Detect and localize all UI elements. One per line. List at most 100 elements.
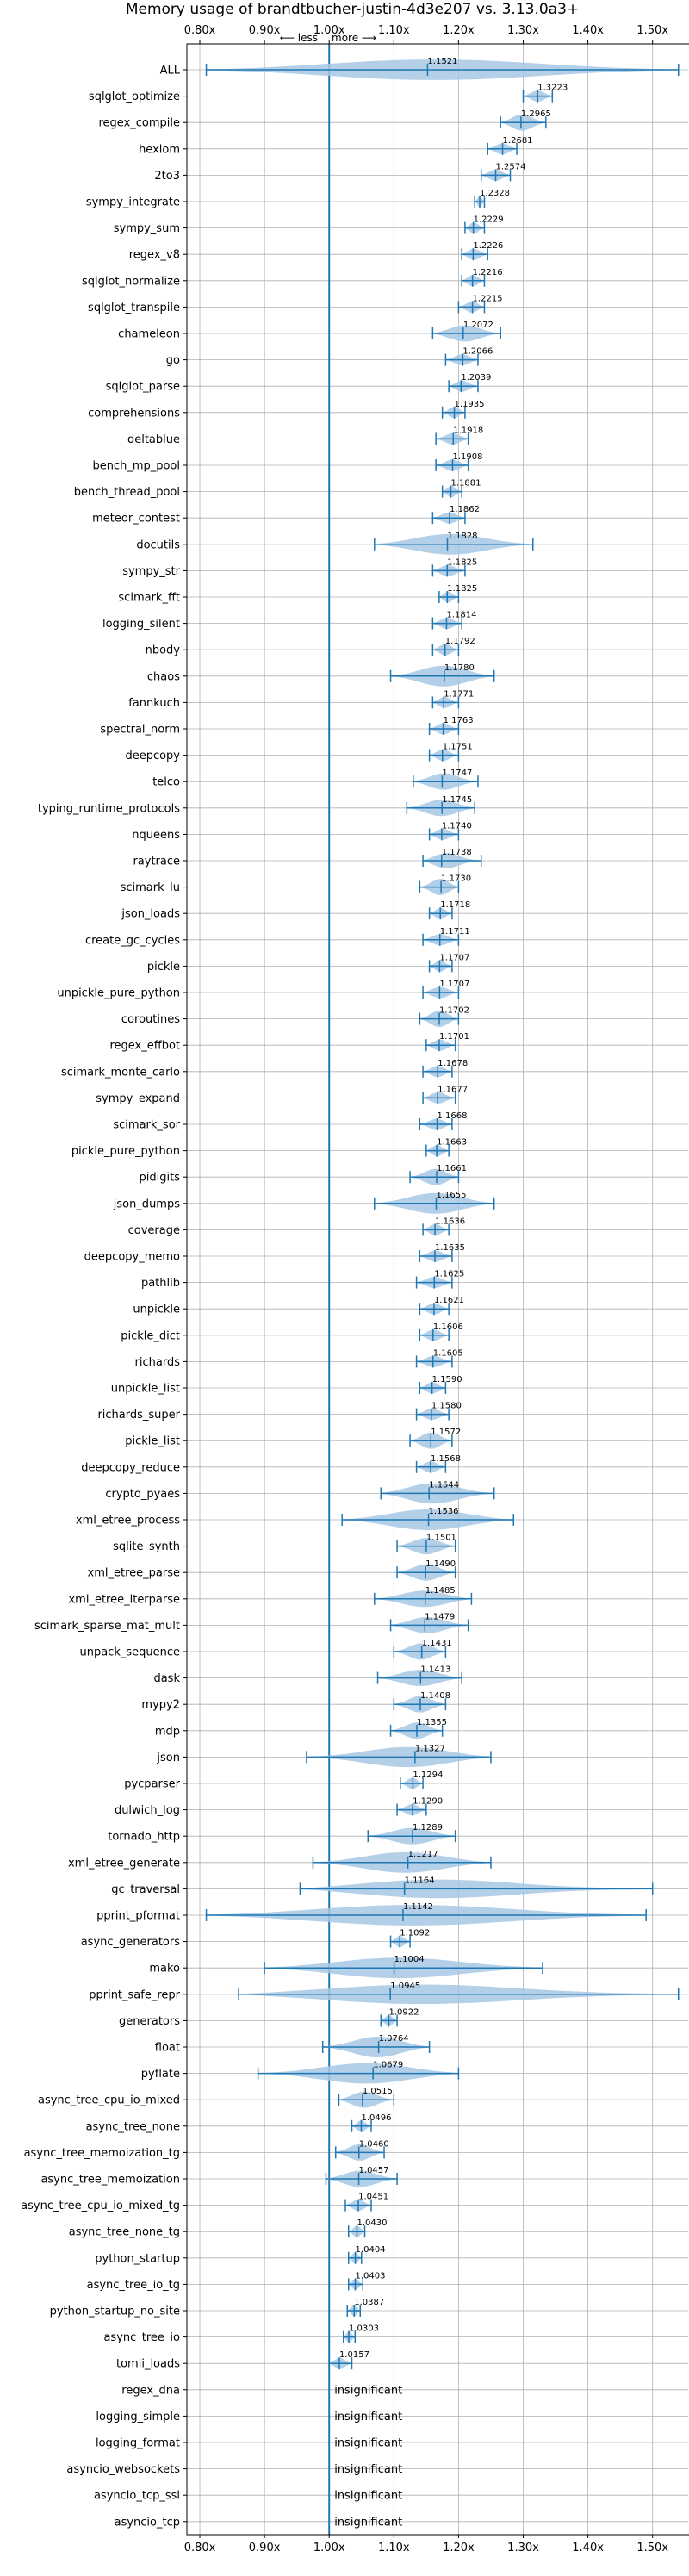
value-label: 1.1605 — [433, 1348, 463, 1358]
value-label: 1.1828 — [447, 532, 477, 541]
value-label: 1.1862 — [450, 505, 480, 514]
value-label: 1.1718 — [440, 900, 470, 910]
value-label: 1.1568 — [431, 1454, 461, 1464]
category-label: comprehensions — [88, 407, 180, 420]
category-label: async_tree_cpu_io_mixed_tg — [21, 2200, 180, 2212]
value-label: 1.2072 — [463, 320, 493, 330]
category-label: crypto_pyaes — [105, 1488, 180, 1501]
value-label: 1.0515 — [363, 2087, 393, 2096]
category-label: unpickle — [133, 1304, 180, 1316]
x-tick-label-top: 0.90x — [249, 24, 281, 37]
value-label: 1.1142 — [403, 1902, 433, 1912]
category-label: 2to3 — [154, 170, 180, 183]
value-label: 1.1814 — [446, 611, 476, 620]
direction-more-label: more ⟶ — [332, 32, 376, 44]
category-label: unpickle_pure_python — [57, 987, 180, 1000]
category-label: nqueens — [132, 829, 180, 842]
category-label: async_tree_io — [103, 2331, 180, 2344]
value-label: 1.1663 — [437, 1138, 467, 1148]
value-label: 1.1701 — [439, 1032, 469, 1042]
category-label: pidigits — [140, 1172, 181, 1185]
value-label: 1.2066 — [462, 347, 493, 357]
value-label: 1.1740 — [442, 821, 472, 831]
value-label: 1.1751 — [443, 743, 473, 752]
value-label: 1.0457 — [359, 2166, 389, 2175]
category-label: deepcopy — [125, 750, 180, 762]
value-label: 1.1678 — [438, 1059, 468, 1068]
category-label: telco — [152, 776, 180, 789]
category-label: regex_effbot — [109, 1040, 180, 1053]
value-label: 1.1661 — [437, 1164, 467, 1173]
x-tick-label-top: 0.80x — [184, 24, 216, 37]
category-label: float — [155, 2042, 180, 2055]
category-label: xml_etree_iterparse — [68, 1593, 180, 1606]
value-label: 1.2681 — [503, 136, 533, 146]
value-label: 1.1290 — [413, 1797, 443, 1807]
value-label: 1.1289 — [413, 1823, 443, 1832]
value-label: 1.1668 — [437, 1111, 467, 1121]
category-label: deltablue — [127, 433, 180, 446]
value-label: 1.1536 — [429, 1507, 459, 1516]
category-label: hexiom — [139, 143, 180, 156]
x-tick-label-top: 1.00x — [313, 24, 345, 37]
category-label: bench_mp_pool — [92, 460, 180, 473]
value-label: 1.2039 — [461, 373, 491, 383]
chart-title: Memory usage of brandtbucher-justin-4d3e… — [126, 1, 579, 18]
value-label: 1.0430 — [357, 2218, 388, 2228]
category-label: mdp — [155, 1725, 180, 1738]
category-label: sqlglot_normalize — [82, 275, 180, 288]
category-label: ALL — [160, 65, 181, 78]
category-label: pprint_safe_repr — [89, 1988, 180, 2001]
x-tick-label-bottom: 1.20x — [443, 2542, 475, 2554]
category-label: fannkuch — [128, 697, 180, 710]
category-label: python_startup — [95, 2252, 180, 2265]
grid — [183, 44, 688, 2535]
insignificant-label: insignificant — [334, 2437, 402, 2450]
value-label: 1.1217 — [408, 1850, 438, 1859]
category-label: spectral_norm — [100, 724, 180, 737]
category-label: sympy_expand — [96, 1092, 180, 1105]
category-label: sqlite_synth — [113, 1540, 180, 1553]
category-label: async_tree_memoization_tg — [24, 2147, 180, 2160]
category-label: sympy_integrate — [86, 196, 180, 209]
category-label: deepcopy_memo — [84, 1251, 180, 1264]
category-label: dask — [153, 1672, 180, 1685]
value-label: 1.2574 — [496, 162, 526, 171]
category-label: asyncio_tcp — [115, 2516, 180, 2529]
value-label: 1.2965 — [521, 109, 551, 119]
value-label: 1.1707 — [439, 980, 469, 989]
category-label: dulwich_log — [115, 1804, 180, 1817]
value-label: 1.1635 — [435, 1243, 465, 1253]
category-label: logging_simple — [96, 2411, 180, 2424]
category-label: xml_etree_generate — [68, 1857, 180, 1870]
category-label: scimark_monte_carlo — [61, 1066, 180, 1079]
value-label: 1.1544 — [429, 1480, 459, 1490]
x-axis-bottom: 0.80x 0.90x 1.00x 1.10x 1.20x 1.30x 1.40x 1.50x — [184, 2535, 668, 2554]
x-tick-label-bottom: 1.00x — [313, 2542, 345, 2554]
value-label: 1.1004 — [394, 1955, 425, 1964]
value-label: 1.1327 — [415, 1744, 445, 1753]
category-label: xml_etree_parse — [88, 1567, 180, 1580]
value-label: 1.1479 — [425, 1612, 455, 1621]
category-label: scimark_lu — [121, 881, 180, 894]
x-tick-label-bottom: 0.90x — [249, 2542, 281, 2554]
value-label: 1.0303 — [349, 2324, 379, 2334]
category-label: scimark_sparse_mat_mult — [34, 1620, 180, 1633]
category-label: sqlglot_optimize — [89, 90, 180, 103]
category-label: asyncio_tcp_ssl — [94, 2490, 180, 2503]
category-label: typing_runtime_protocols — [38, 802, 180, 815]
value-label: 1.1655 — [436, 1191, 466, 1200]
value-label: 1.0496 — [361, 2113, 391, 2123]
x-tick-label-top: 1.20x — [443, 24, 475, 37]
category-label: meteor_contest — [92, 513, 180, 526]
value-label: 1.1792 — [445, 637, 475, 646]
value-label: 1.1606 — [433, 1322, 463, 1332]
category-label: pickle_dict — [121, 1329, 180, 1342]
value-label: 1.1825 — [447, 584, 477, 594]
value-label: 1.1490 — [425, 1559, 456, 1569]
category-label: mypy2 — [141, 1699, 180, 1712]
category-label: deepcopy_reduce — [81, 1461, 180, 1474]
value-label: 1.0764 — [379, 2034, 409, 2044]
category-label: xml_etree_process — [76, 1515, 180, 1528]
value-label: 1.2215 — [473, 294, 503, 303]
